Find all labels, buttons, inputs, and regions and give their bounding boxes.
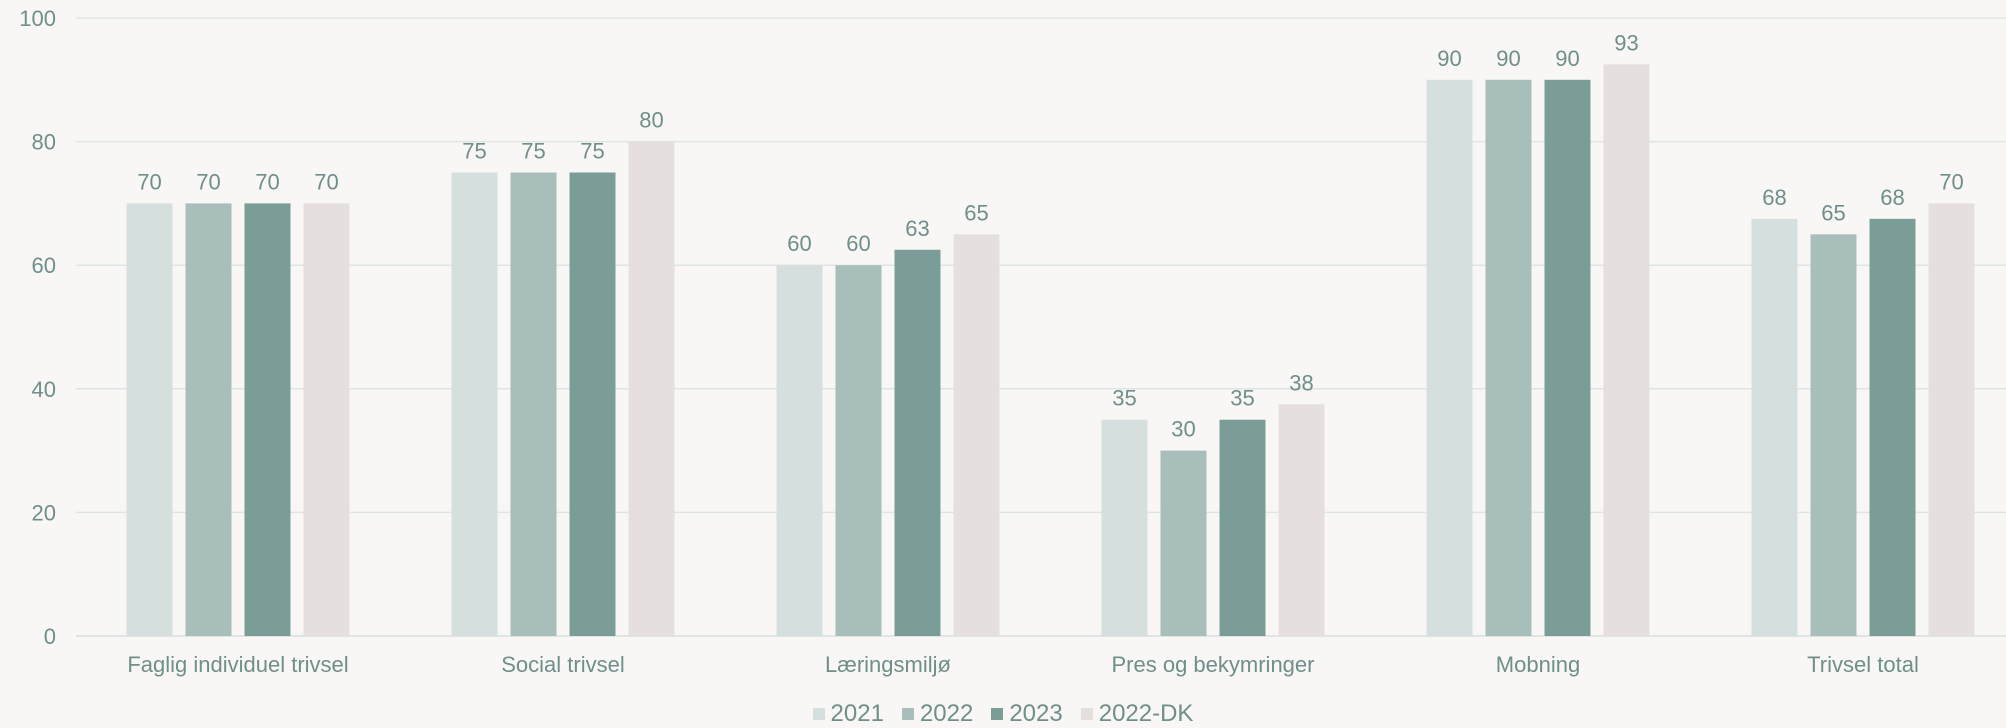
data-label: 38 [1289, 370, 1313, 395]
x-category-label: Pres og bekymringer [1112, 652, 1315, 677]
data-labels: 70 70 70 70 75 75 75 80 60 60 63 65 35 30 35 38 90 90 90 93… [137, 30, 1963, 441]
bar [835, 265, 882, 636]
legend-label-2022-dk: 2022-DK [1098, 700, 1194, 727]
y-tick-label: 60 [32, 253, 56, 278]
data-label: 90 [1555, 46, 1579, 71]
y-tick-label: 80 [32, 130, 56, 155]
y-tick-label: 20 [32, 500, 56, 525]
legend-label-2023: 2023 [1009, 700, 1063, 727]
bar [303, 203, 350, 636]
x-category-label: Mobning [1496, 652, 1580, 677]
bar [185, 203, 232, 636]
data-label: 65 [1821, 200, 1845, 225]
legend-swatch-2022 [901, 708, 914, 720]
bar [1101, 419, 1148, 636]
bars [126, 64, 1975, 637]
data-label: 65 [964, 200, 988, 225]
bar [953, 234, 1000, 637]
bar [776, 265, 823, 636]
data-label: 93 [1614, 30, 1638, 55]
legend: 2021 2022 2023 2022-DK [0, 700, 2006, 728]
data-label: 35 [1112, 386, 1136, 411]
x-category-label: Trivsel total [1807, 652, 1919, 677]
data-label: 90 [1437, 46, 1461, 71]
y-axis-ticks: 0 20 40 60 80 100 [19, 6, 56, 649]
bar [1928, 203, 1975, 636]
bar [1869, 218, 1916, 636]
legend-item-2023: 2023 [991, 700, 1063, 728]
data-label: 80 [639, 108, 663, 133]
data-label: 70 [137, 169, 161, 194]
bar [894, 249, 941, 636]
bar [1160, 450, 1207, 636]
data-label: 70 [314, 169, 338, 194]
data-label: 70 [196, 169, 220, 194]
data-label: 35 [1230, 386, 1254, 411]
bar [1426, 79, 1473, 637]
x-category-label: Læringsmiljø [825, 652, 951, 677]
data-label: 60 [846, 231, 870, 256]
bar [1751, 218, 1798, 636]
legend-item-2022: 2022 [901, 700, 974, 728]
data-label: 75 [580, 139, 604, 164]
data-label: 68 [1762, 185, 1786, 210]
bar [1810, 234, 1857, 637]
x-category-label: Social trivsel [501, 652, 624, 677]
y-tick-label: 40 [32, 377, 56, 402]
bar [1278, 404, 1325, 636]
bar [510, 172, 557, 636]
data-label: 30 [1171, 417, 1195, 442]
data-label: 75 [462, 139, 486, 164]
bar [451, 172, 498, 636]
y-tick-label: 0 [44, 624, 56, 649]
bar [1485, 79, 1532, 637]
data-label: 70 [255, 169, 279, 194]
legend-item-2022-dk: 2022-DK [1080, 700, 1194, 728]
data-label: 90 [1496, 46, 1520, 71]
legend-swatch-2023 [991, 708, 1004, 720]
bar [1219, 419, 1266, 636]
y-tick-label: 100 [19, 6, 56, 31]
bar [1544, 79, 1591, 637]
data-label: 68 [1880, 185, 1904, 210]
data-label: 75 [521, 139, 545, 164]
legend-label-2021: 2021 [830, 700, 884, 727]
legend-swatch-2021 [812, 708, 825, 720]
bar [569, 172, 616, 636]
bar [244, 203, 291, 636]
data-label: 60 [787, 231, 811, 256]
legend-item-2021: 2021 [812, 700, 884, 728]
legend-label-2022: 2022 [919, 700, 974, 727]
bar [126, 203, 173, 636]
bar-chart: 0 20 40 60 80 100 70 70 70 70 75 75 75 80 60 60 63 65 35 3… [19, 6, 2006, 677]
x-axis-categories: Faglig individuel trivsel Social trivsel L… [127, 652, 1918, 677]
x-category-label: Faglig individuel trivsel [127, 652, 348, 677]
data-label: 63 [905, 216, 929, 241]
legend-swatch-2022-dk [1080, 708, 1093, 720]
data-label: 70 [1939, 169, 1963, 194]
bar [628, 141, 675, 636]
bar [1603, 64, 1650, 637]
gridlines [76, 17, 2006, 637]
